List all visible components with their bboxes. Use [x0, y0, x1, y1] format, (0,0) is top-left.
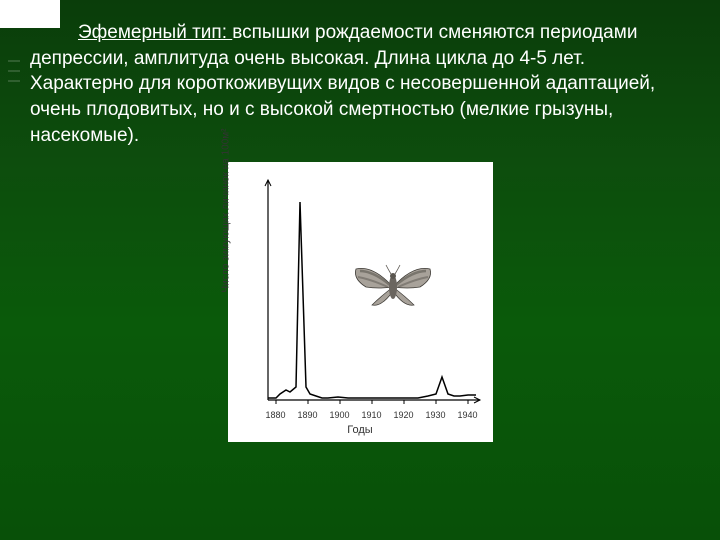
side-bullet-marks	[8, 60, 28, 90]
x-tick-label: 1910	[361, 410, 381, 420]
title-text: Эфемерный тип:	[78, 22, 232, 43]
corner-decoration	[0, 0, 60, 28]
x-tick-label: 1880	[265, 410, 285, 420]
x-tick-label: 1930	[425, 410, 445, 420]
x-tick-label: 1920	[393, 410, 413, 420]
moth-illustration	[348, 257, 438, 317]
x-tick-label: 1940	[457, 410, 477, 420]
x-axis-label: Годы	[347, 424, 372, 436]
paragraph: Эфемерный тип: вспышки рождаемости сменя…	[30, 20, 690, 148]
chart-figure: Число зимующих личинок на 100м² Годы 188…	[228, 162, 493, 442]
x-tick-label: 1900	[329, 410, 349, 420]
x-tick-label: 1890	[297, 410, 317, 420]
y-axis-label: Число зимующих личинок на 100м²	[220, 129, 231, 293]
slide-content: Эфемерный тип: вспышки рождаемости сменя…	[0, 0, 720, 452]
